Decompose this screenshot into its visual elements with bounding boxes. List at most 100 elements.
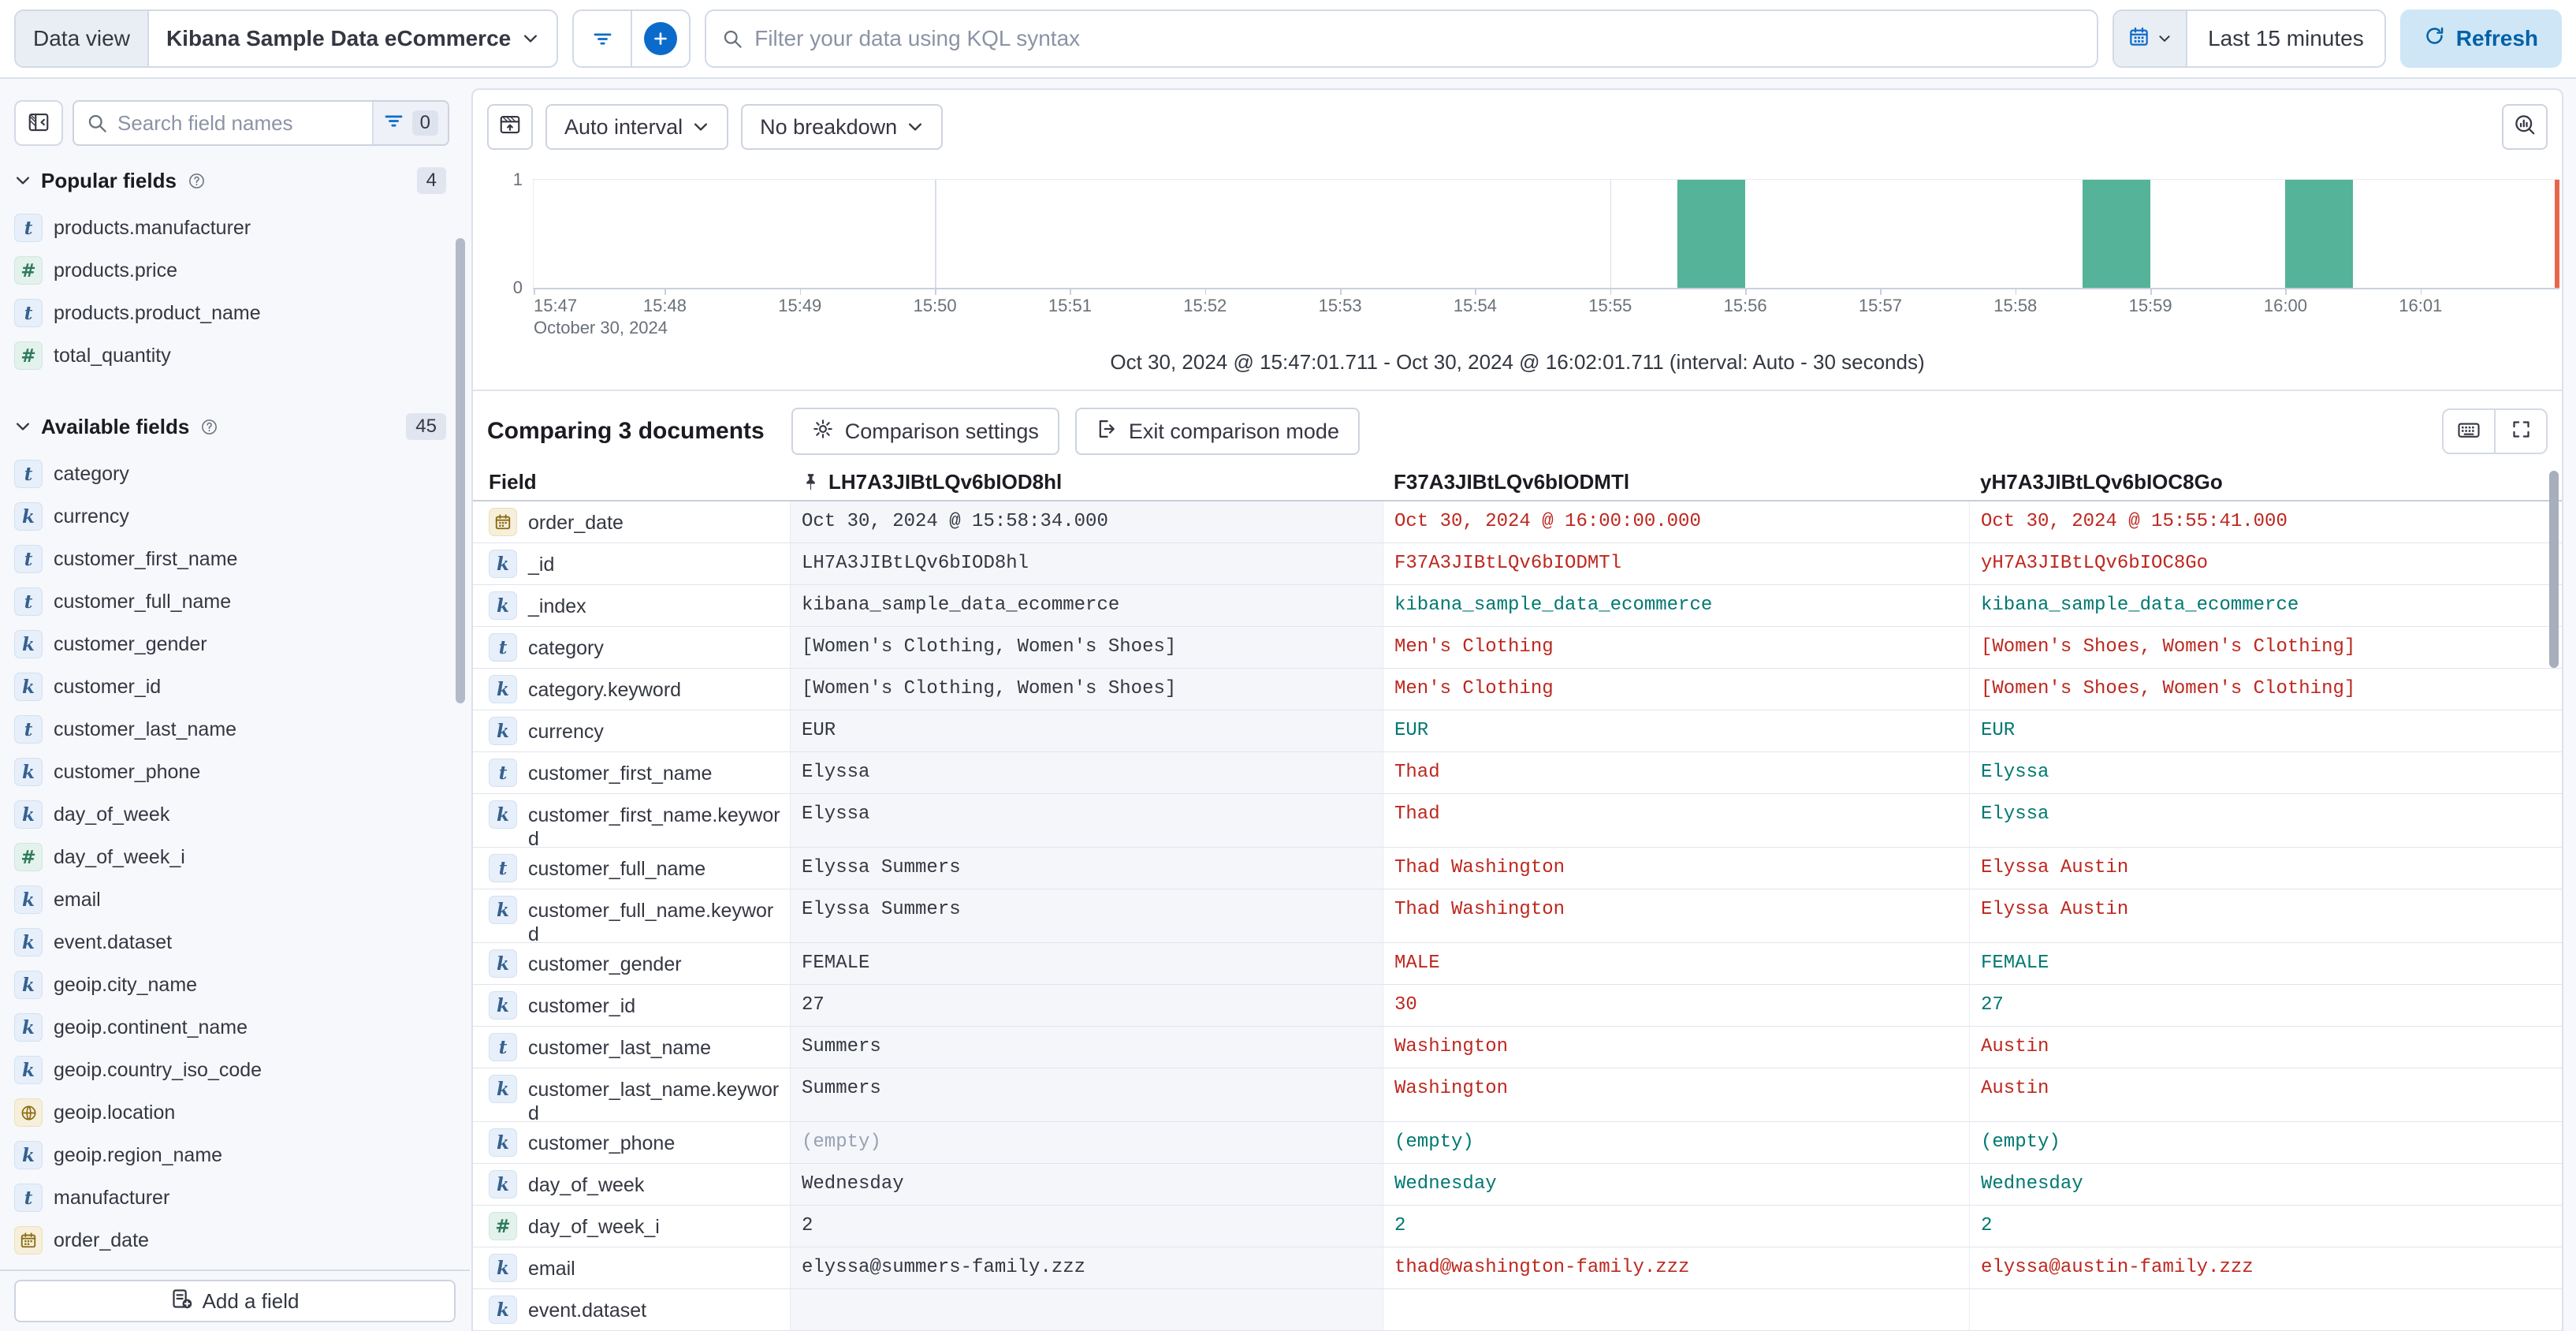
table-row-field-cell: k customer_id bbox=[473, 985, 790, 1027]
table-row-field-cell: k customer_phone bbox=[473, 1122, 790, 1164]
help-icon bbox=[200, 418, 218, 436]
field-section-header[interactable]: Available fields 45 bbox=[14, 413, 446, 440]
field-column-header: Field bbox=[473, 465, 790, 501]
sidebar-field-item[interactable]: k email bbox=[14, 878, 446, 921]
field-type-keyword-icon: k bbox=[489, 991, 517, 1020]
chart-gridline bbox=[1610, 180, 1612, 288]
sidebar-field-item[interactable]: k customer_gender bbox=[14, 623, 446, 666]
data-view-value: Kibana Sample Data eCommerce bbox=[166, 26, 512, 50]
divider bbox=[2494, 410, 2496, 453]
sidebar-field-item[interactable]: k event.dataset bbox=[14, 921, 446, 964]
table-row-field-cell: k currency bbox=[473, 710, 790, 752]
sidebar-field-item[interactable]: t customer_full_name bbox=[14, 580, 446, 623]
x-axis-label: 15:58 bbox=[1993, 296, 2038, 315]
sidebar-field-item[interactable]: t category bbox=[14, 453, 446, 495]
sidebar-field-item[interactable]: k geoip.region_name bbox=[14, 1134, 446, 1176]
sidebar-field-item[interactable]: k geoip.country_iso_code bbox=[14, 1049, 446, 1091]
table-value-cell: Elyssa bbox=[1969, 752, 2562, 794]
breakdown-select[interactable]: No breakdown bbox=[741, 104, 944, 150]
field-name: customer_full_name bbox=[528, 858, 706, 880]
sidebar-field-item[interactable]: order_date bbox=[14, 1219, 446, 1262]
kql-search-input[interactable] bbox=[754, 26, 2082, 51]
sidebar-field-item[interactable]: # day_of_week_i bbox=[14, 836, 446, 878]
chevron-down-icon bbox=[14, 418, 32, 435]
document-column-header[interactable]: F37A3JIBtLQv6bIODMTl bbox=[1383, 465, 1969, 501]
x-axis-date-label: October 30, 2024 bbox=[534, 318, 668, 337]
field-type-date-icon bbox=[489, 508, 517, 536]
x-axis-tick bbox=[2150, 288, 2152, 295]
sidebar-field-item[interactable]: geoip.location bbox=[14, 1091, 446, 1134]
field-name: _id bbox=[528, 554, 555, 576]
x-axis-label: 15:52 bbox=[1183, 296, 1227, 315]
add-field-button[interactable]: Add a field bbox=[14, 1280, 456, 1322]
table-value-cell: 27 bbox=[790, 985, 1383, 1027]
sidebar-field-item[interactable]: k day_of_week bbox=[14, 793, 446, 836]
table-value-cell: Summers bbox=[790, 1027, 1383, 1068]
x-axis-label: 15:55 bbox=[1588, 296, 1632, 315]
field-name: customer_first_name bbox=[528, 762, 713, 785]
x-axis-label: 15:53 bbox=[1318, 296, 1362, 315]
filter-icon[interactable] bbox=[574, 11, 631, 66]
kql-query-bar[interactable] bbox=[705, 9, 2099, 68]
field-name: day_of_week bbox=[54, 803, 170, 826]
field-type-keyword-icon: k bbox=[489, 717, 517, 745]
comparison-settings-button[interactable]: Comparison settings bbox=[791, 408, 1059, 455]
sidebar-field-item[interactable]: k customer_id bbox=[14, 666, 446, 708]
sidebar-field-item[interactable]: t customer_first_name bbox=[14, 538, 446, 580]
histogram-chart: 15:47 October 30, 2024 15:48 15:49 15:50 15:5… bbox=[473, 170, 2562, 345]
field-type-text-icon: t bbox=[14, 214, 43, 242]
sidebar-field-item[interactable]: k currency bbox=[14, 495, 446, 538]
table-value-cell: Summers bbox=[790, 1068, 1383, 1122]
sidebar-field-item[interactable]: # products.price bbox=[14, 249, 446, 292]
hide-chart-button[interactable] bbox=[487, 104, 533, 150]
comparison-toolbar: Comparing 3 documents Comparison setting… bbox=[487, 407, 2548, 456]
field-type-text-icon: t bbox=[14, 715, 43, 744]
table-scrollbar[interactable] bbox=[2549, 471, 2559, 668]
sidebar-field-item[interactable]: # total_quantity bbox=[14, 334, 446, 377]
data-view-picker[interactable]: Data view Kibana Sample Data eCommerce bbox=[14, 9, 559, 68]
interval-select[interactable]: Auto interval bbox=[545, 104, 729, 150]
add-filter-button[interactable] bbox=[632, 11, 689, 66]
sidebar-field-item[interactable]: t products.manufacturer bbox=[14, 207, 446, 249]
field-type-keyword-icon: k bbox=[489, 1254, 517, 1282]
table-value-cell: Wednesday bbox=[790, 1164, 1383, 1206]
exit-comparison-button[interactable]: Exit comparison mode bbox=[1074, 408, 1360, 455]
table-value-cell: Elyssa bbox=[790, 794, 1383, 848]
field-type-keyword-icon: k bbox=[489, 800, 517, 829]
collapse-sidebar-button[interactable] bbox=[14, 100, 63, 146]
date-picker-quick-menu[interactable] bbox=[2114, 11, 2188, 66]
table-value-cell: elyssa@summers-family.zzz bbox=[790, 1247, 1383, 1289]
table-row-field-cell: k _id bbox=[473, 543, 790, 585]
table-value-cell: Oct 30, 2024 @ 15:55:41.000 bbox=[1969, 501, 2562, 543]
sidebar-scrollbar[interactable] bbox=[456, 238, 465, 703]
refresh-button[interactable]: Refresh bbox=[2399, 9, 2562, 68]
keyboard-shortcuts-button[interactable] bbox=[2444, 410, 2494, 453]
sidebar-field-item[interactable]: k geoip.city_name bbox=[14, 964, 446, 1006]
field-filter-button[interactable]: 0 bbox=[371, 102, 448, 144]
table-value-cell: 2 bbox=[790, 1206, 1383, 1247]
keyboard-icon bbox=[2457, 418, 2481, 446]
fullscreen-button[interactable] bbox=[2496, 410, 2546, 453]
x-axis-tick bbox=[799, 288, 802, 295]
table-value-cell: FEMALE bbox=[1969, 943, 2562, 985]
field-name: customer_id bbox=[528, 995, 636, 1017]
sidebar-field-item[interactable]: t customer_last_name bbox=[14, 708, 446, 751]
sidebar-field-item[interactable]: t manufacturer bbox=[14, 1176, 446, 1219]
edit-visualization-button[interactable] bbox=[2502, 104, 2548, 150]
histogram-bar[interactable] bbox=[1677, 180, 1746, 288]
sidebar-field-item[interactable]: t products.product_name bbox=[14, 292, 446, 334]
document-column-header[interactable]: yH7A3JIBtLQv6bIOC8Go bbox=[1969, 465, 2562, 501]
histogram-plot-area[interactable]: 15:47 October 30, 2024 15:48 15:49 15:50 15:5… bbox=[513, 170, 2559, 337]
time-range-value[interactable]: Last 15 minutes bbox=[2208, 26, 2364, 50]
sidebar-field-item[interactable]: k customer_phone bbox=[14, 751, 446, 793]
exit-icon bbox=[1096, 418, 1118, 446]
x-axis-label: 15:51 bbox=[1048, 296, 1092, 315]
field-type-text-icon: t bbox=[14, 1184, 43, 1212]
sidebar-field-item[interactable]: k geoip.continent_name bbox=[14, 1006, 446, 1049]
field-type-keyword-icon: k bbox=[14, 800, 43, 829]
field-section-header[interactable]: Popular fields 4 bbox=[14, 167, 446, 194]
histogram-bar[interactable] bbox=[2083, 180, 2151, 288]
histogram-bar[interactable] bbox=[2285, 180, 2354, 288]
document-column-header[interactable]: LH7A3JIBtLQv6bIOD8hl bbox=[790, 465, 1383, 501]
field-search-input[interactable] bbox=[117, 110, 372, 136]
